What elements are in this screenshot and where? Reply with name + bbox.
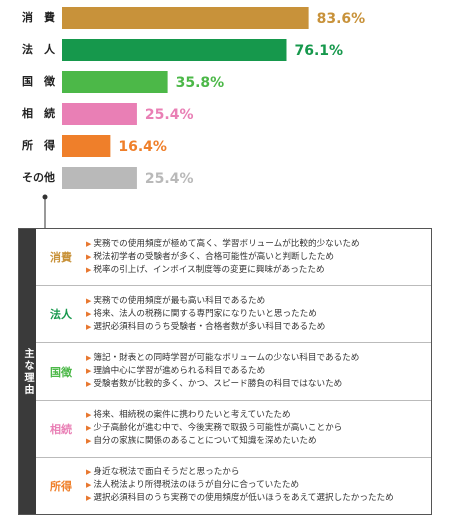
reasons-title: 主な理由: [19, 229, 36, 514]
reasons-table: 主な理由 消費実務での使用頻度が極めて高く、学習ボリュームが比較的少ないため税法…: [18, 228, 432, 515]
bar: [62, 103, 137, 125]
reason-item: 税率の引上げ、インボイス制度等の変更に興味があったため: [86, 264, 431, 277]
reason-item: 将来、相続税の案件に携わりたいと考えていたため: [86, 409, 431, 422]
reason-item: 理論中心に学習が進められる科目であるため: [86, 365, 431, 378]
value-label: 83.6%: [317, 11, 366, 27]
value-label: 25.4%: [145, 171, 194, 187]
group-label: 国徴: [50, 365, 72, 379]
category-label: 消 費: [22, 10, 55, 24]
reason-items: 実務での使用頻度が極めて高く、学習ボリュームが比較的少ないため税法初学者の受験者…: [86, 238, 431, 277]
group-label: 相続: [50, 422, 72, 436]
reason-item: 実務での使用頻度が最も高い科目であるため: [86, 295, 431, 308]
reason-item: 身近な税法で面白そうだと思ったから: [86, 466, 431, 479]
reason-items: 将来、相続税の案件に携わりたいと考えていたため少子高齢化が進む中で、今後実務で取…: [86, 409, 431, 448]
bar: [62, 39, 287, 61]
bar: [62, 167, 137, 189]
reason-item: 簿記・財表との同時学習が可能なボリュームの少ない科目であるため: [86, 352, 431, 365]
reason-group: 消費実務での使用頻度が極めて高く、学習ボリュームが比較的少ないため税法初学者の受…: [36, 229, 431, 285]
reason-group: 所得身近な税法で面白そうだと思ったから法人税法より所得税法のほうが自分に合ってい…: [36, 456, 431, 514]
group-label: 所得: [50, 479, 72, 493]
reason-group: 国徴簿記・財表との同時学習が可能なボリュームの少ない科目であるため理論中心に学習…: [36, 342, 431, 399]
category-label: 所 得: [22, 138, 55, 152]
reason-item: 少子高齢化が進む中で、今後実務で取扱う可能性が高いことから: [86, 422, 431, 435]
bar: [62, 71, 168, 93]
reason-item: 選択必須科目のうち受験者・合格者数が多い科目であるため: [86, 321, 431, 334]
reason-item: 将来、法人の税務に関する専門家になりたいと思ったため: [86, 308, 431, 321]
value-label: 25.4%: [145, 107, 194, 123]
reason-item: 法人税法より所得税法のほうが自分に合っていたため: [86, 479, 431, 492]
reason-item: 受験者数が比較的多く、かつ、スピード勝負の科目ではないため: [86, 378, 431, 391]
reason-item: 自分の家族に関係のあることについて知識を深めたいため: [86, 435, 431, 448]
chart: 消 費 83.6% 法 人 76.1% 国 徴 35.8% 相 続 25.4% 所 得 16.4%…: [22, 7, 366, 228]
category-label: 法 人: [22, 42, 56, 56]
value-label: 16.4%: [118, 139, 167, 155]
group-label: 消費: [50, 251, 72, 265]
reason-groups: 消費実務での使用頻度が極めて高く、学習ボリュームが比較的少ないため税法初学者の受…: [36, 229, 431, 514]
reason-item: 選択必須科目のうち実務での使用頻度が低いほうをあえて選択したかったため: [86, 492, 431, 505]
category-label: 相 続: [22, 106, 55, 120]
bar: [62, 7, 309, 29]
category-label: 国 徴: [22, 74, 56, 88]
reason-items: 身近な税法で面白そうだと思ったから法人税法より所得税法のほうが自分に合っていたた…: [86, 466, 431, 505]
group-label: 法人: [50, 308, 72, 322]
connector-dot: [42, 194, 48, 200]
value-label: 35.8%: [176, 75, 225, 91]
value-label: 76.1%: [294, 43, 343, 59]
category-label: その他: [22, 170, 55, 184]
reason-item: 実務での使用頻度が極めて高く、学習ボリュームが比較的少ないため: [86, 238, 431, 251]
reason-items: 簿記・財表との同時学習が可能なボリュームの少ない科目であるため理論中心に学習が進…: [86, 352, 431, 391]
reason-group: 法人実務での使用頻度が最も高い科目であるため将来、法人の税務に関する専門家になり…: [36, 285, 431, 342]
bar: [62, 135, 111, 157]
reason-group: 相続将来、相続税の案件に携わりたいと考えていたため少子高齢化が進む中で、今後実務…: [36, 399, 431, 457]
reason-items: 実務での使用頻度が最も高い科目であるため将来、法人の税務に関する専門家になりたい…: [86, 295, 431, 334]
reason-item: 税法初学者の受験者が多く、合格可能性が高いと判断したため: [86, 251, 431, 264]
